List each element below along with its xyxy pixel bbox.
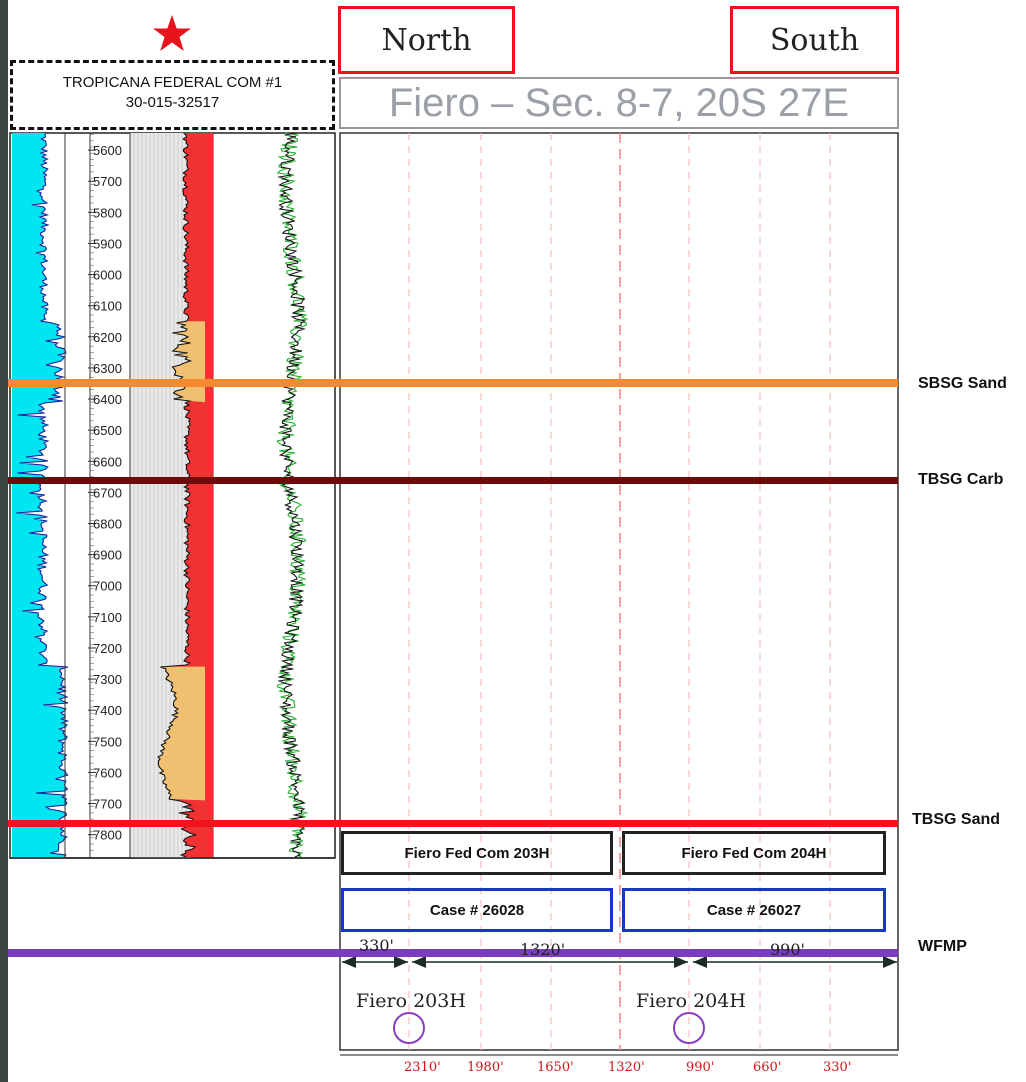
depth-label: 7000	[93, 579, 122, 594]
tops-label-panel	[906, 0, 1026, 1082]
top-line-wfmp	[8, 949, 898, 957]
depth-label: 6200	[93, 330, 122, 345]
depth-label: 6600	[93, 454, 122, 469]
well-api: 30-015-32517	[125, 94, 220, 111]
depth-label: 6900	[93, 548, 122, 563]
case-box-26027: Case # 26027	[622, 888, 886, 932]
well-location-204h	[673, 1012, 705, 1044]
spacing-330: 330'	[359, 936, 394, 955]
depth-label: 7500	[93, 734, 122, 749]
section-title: Fiero – Sec. 8-7, 20S 27E	[339, 77, 899, 129]
star-icon	[153, 15, 191, 51]
arrow-head	[412, 956, 426, 968]
depth-label: 7600	[93, 765, 122, 780]
gr-fill	[12, 133, 68, 858]
depth-label: 6300	[93, 361, 122, 376]
sand-fill	[157, 666, 205, 801]
case-box-26028: Case # 26028	[341, 888, 613, 932]
top-line-tbsg-sand	[8, 820, 898, 827]
spacing-990: 990'	[770, 940, 805, 959]
well-log: 5600 5700 5800 5900 6000 6100 6200 6300 6400 6500…	[9, 132, 336, 859]
top-line-sbsg-sand	[8, 379, 898, 387]
depth-label: 6400	[93, 392, 122, 407]
arrow-head	[674, 956, 688, 968]
section-tick-label: 2310'	[404, 1060, 441, 1075]
depth-label: 7700	[93, 797, 122, 812]
cross-section-panel	[339, 132, 899, 1056]
depth-label: 7400	[93, 703, 122, 718]
arrow-head	[883, 956, 897, 968]
section-tick-label: 1320'	[608, 1060, 645, 1075]
section-tick-label: 990'	[686, 1060, 715, 1075]
section-tick-label: 660'	[753, 1060, 782, 1075]
depth-label: 5900	[93, 236, 122, 251]
arrow-head	[342, 956, 356, 968]
well-label-204h: Fiero Fed Com 204H	[622, 831, 886, 875]
gr-curve	[16, 132, 70, 858]
section-tick-label: 330'	[823, 1060, 852, 1075]
arrow-head	[394, 956, 408, 968]
map-label-203h: Fiero 203H	[356, 990, 466, 1012]
depth-label: 6000	[93, 268, 122, 283]
resistivity-curve	[156, 132, 198, 858]
north-label: North	[338, 6, 515, 74]
top-label-tbsg-sand: TBSG Sand	[912, 811, 1001, 828]
well-location-203h	[393, 1012, 425, 1044]
depth-label: 6800	[93, 517, 122, 532]
depth-label: 6500	[93, 423, 122, 438]
top-label-sbsg-sand: SBSG Sand	[918, 375, 1007, 392]
section-frame	[339, 132, 899, 1051]
porosity-curve-black	[277, 132, 307, 858]
depth-label: 7100	[93, 610, 122, 625]
section-tick-label: 1980'	[467, 1060, 504, 1075]
depth-label: 5700	[93, 174, 122, 189]
top-label-wfmp: WFMP	[918, 938, 967, 955]
well-header-box: TROPICANA FEDERAL COM #1 30-015-32517	[10, 60, 335, 130]
top-line-tbsg-carb	[8, 477, 898, 484]
depth-label: 6100	[93, 299, 122, 314]
section-tick-label: 1650'	[537, 1060, 574, 1075]
depth-label: 7800	[93, 828, 122, 843]
depth-label: 5800	[93, 205, 122, 220]
map-label-204h: Fiero 204H	[636, 990, 746, 1012]
south-label: South	[730, 6, 899, 74]
depth-label: 5600	[93, 143, 122, 158]
depth-label: 6700	[93, 485, 122, 500]
spacing-1320: 1320'	[520, 940, 566, 959]
well-label-203h: Fiero Fed Com 203H	[341, 831, 613, 875]
top-label-tbsg-carb: TBSG Carb	[918, 471, 1004, 488]
depth-label: 7200	[93, 641, 122, 656]
well-name: TROPICANA FEDERAL COM #1	[62, 74, 283, 91]
arrow-head	[693, 956, 707, 968]
porosity-curve-green	[276, 132, 309, 858]
depth-label: 7300	[93, 672, 122, 687]
